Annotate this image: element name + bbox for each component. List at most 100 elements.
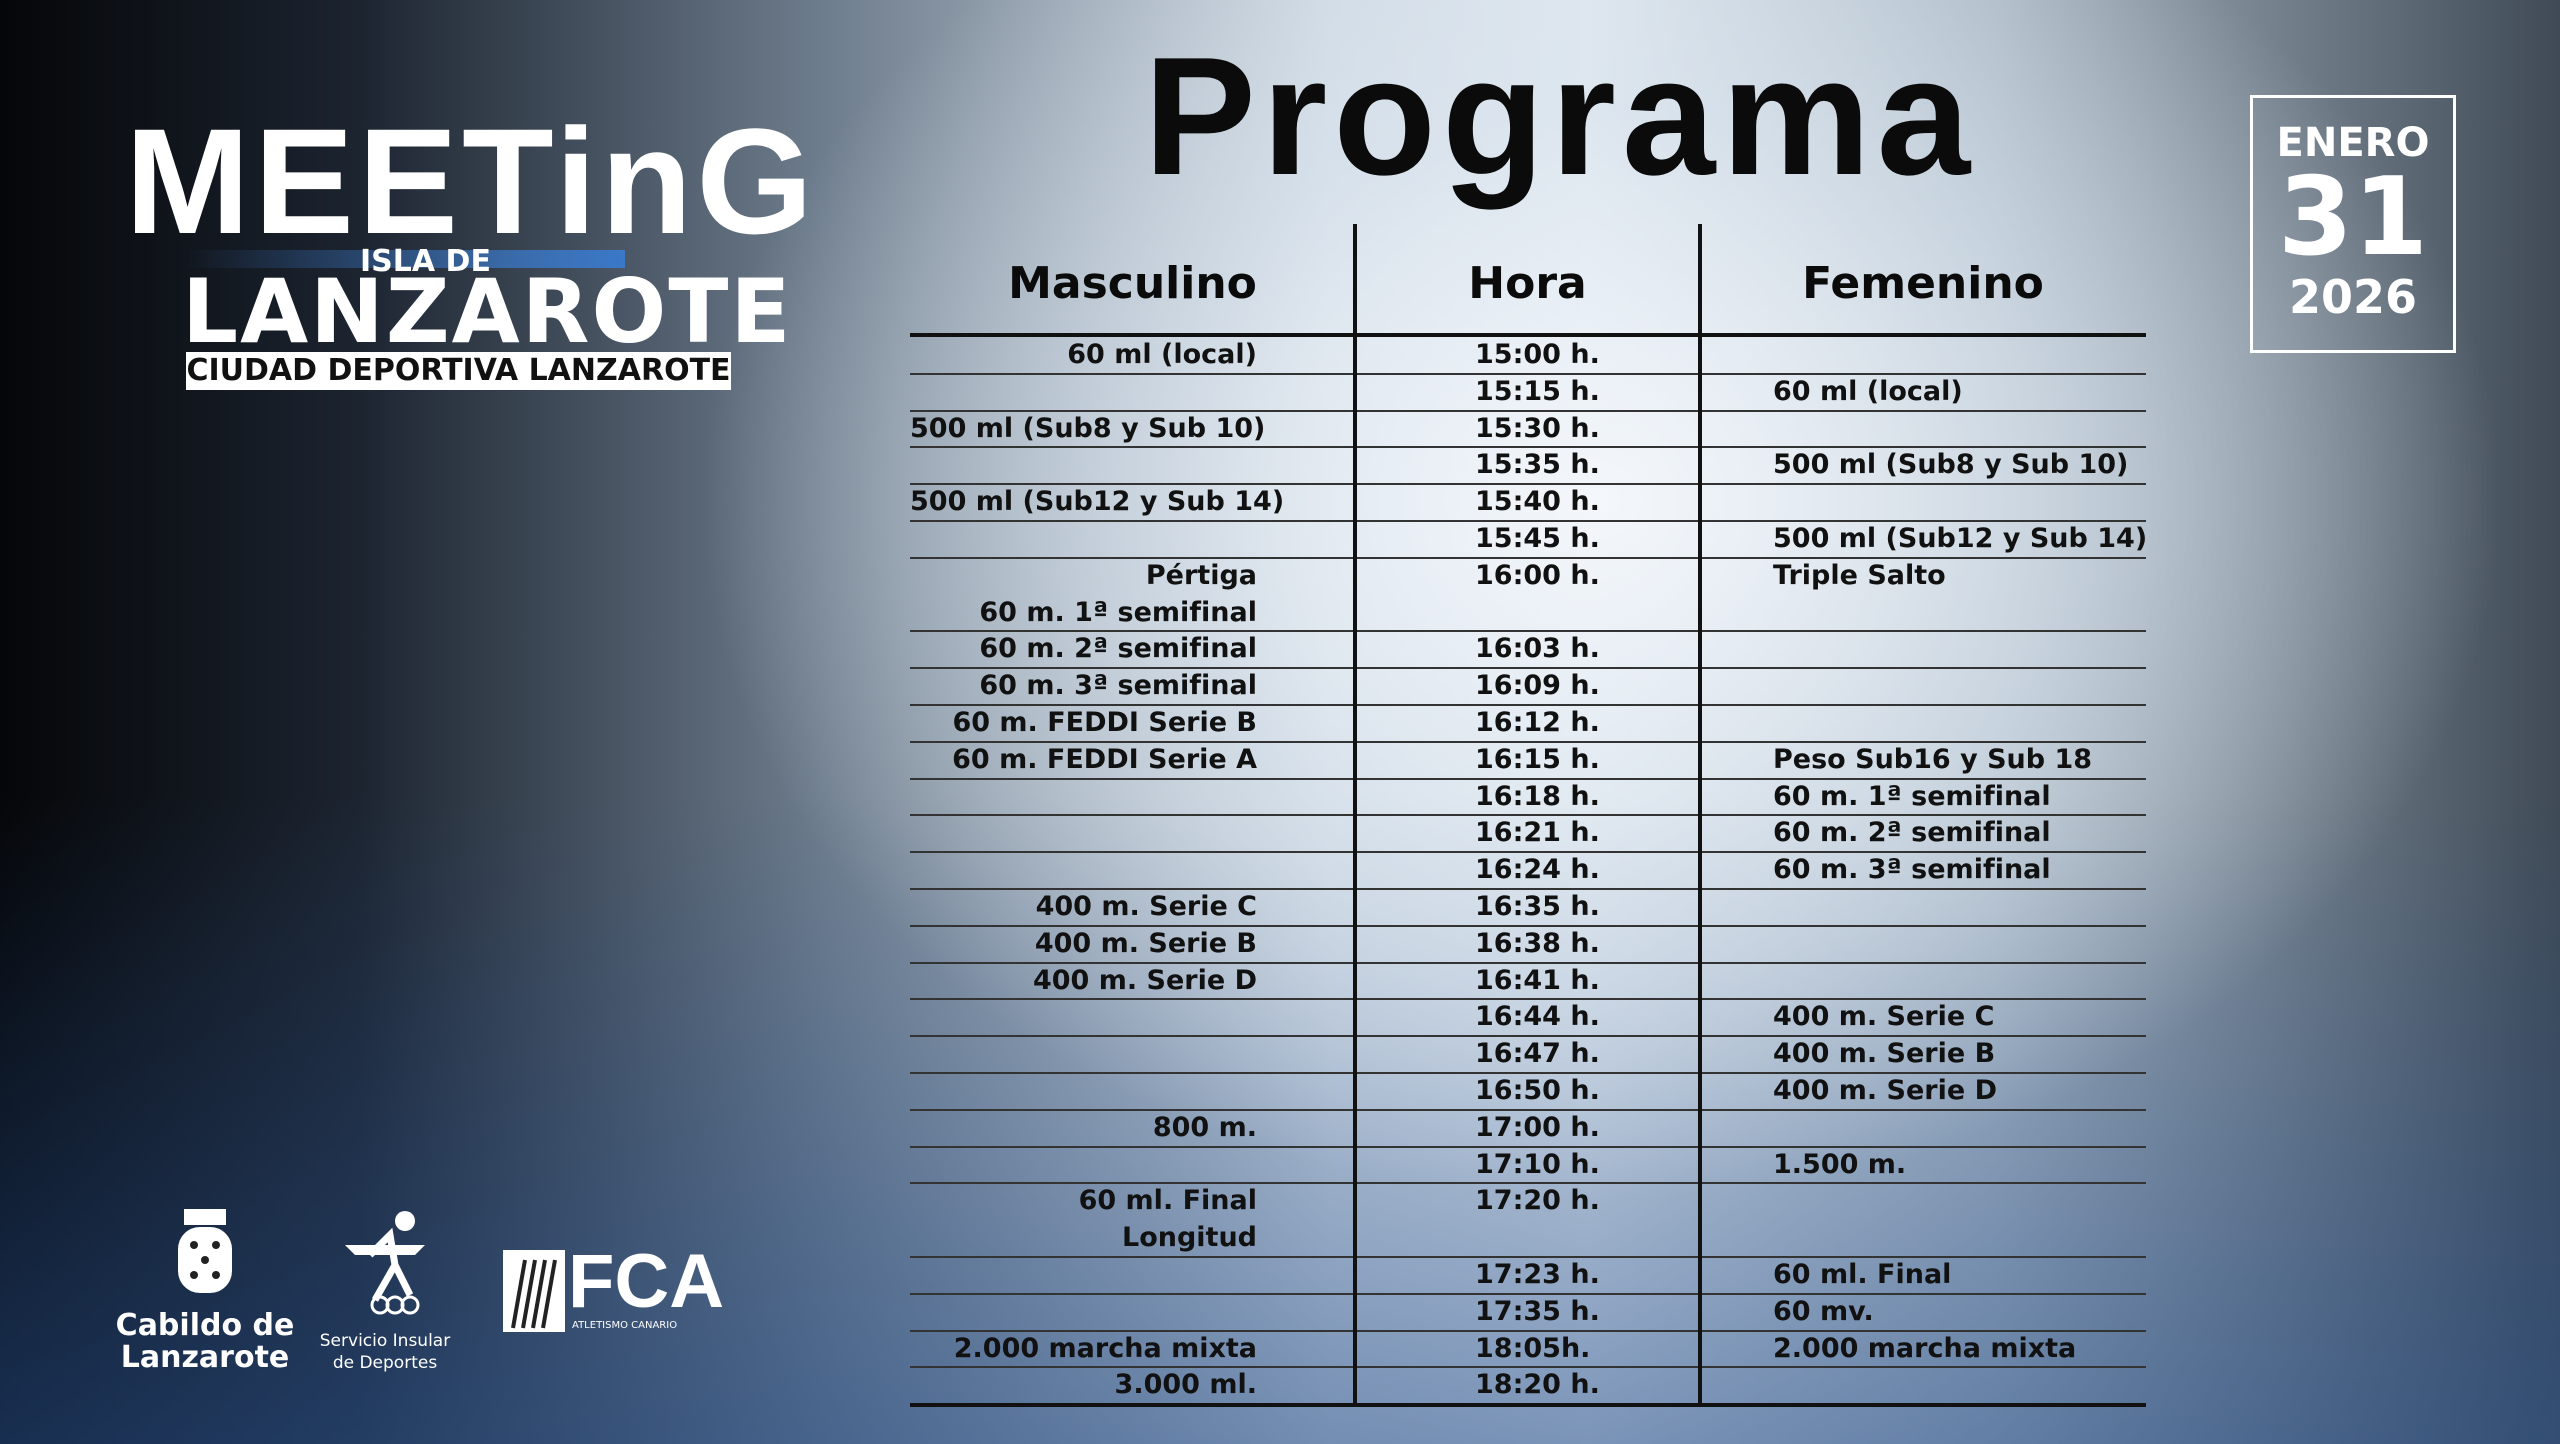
title: Programa: [1143, 22, 1977, 210]
row-rule: [910, 1256, 2146, 1258]
cabildo-shield: [178, 1209, 232, 1293]
date-month: ENERO: [2276, 120, 2430, 166]
hora-cell: 17:00 h.: [1475, 1111, 1600, 1143]
femenino-cell: 60 ml (local): [1773, 375, 1963, 407]
masculino-cell: 500 ml (Sub8 y Sub 10): [910, 412, 1266, 444]
hora-cell: 16:03 h.: [1475, 633, 1600, 665]
row-rule: [910, 630, 2146, 633]
row-rule: [910, 1292, 2146, 1295]
masculino-cell: 800 m.: [1152, 1111, 1257, 1143]
row-rule: [910, 851, 2146, 854]
femenino-cell: 400 m. Serie C: [1773, 1001, 1995, 1033]
hora-cell: 16:00 h.: [1475, 559, 1600, 591]
row-rule: [910, 740, 2146, 743]
servicio-logo: Servicio Insular de Deportes: [315, 1330, 455, 1374]
row-rule: [910, 1329, 2146, 1332]
row-rule: [910, 1182, 2146, 1185]
femenino-cell: Peso Sub16 y Sub 18: [1773, 743, 2093, 775]
logo-name: MEETinG: [125, 97, 817, 265]
row-rule: [910, 1145, 2146, 1148]
cabildo-line: Lanzarote: [120, 1340, 290, 1375]
masculino-cell: 60 m. FEDDI Serie B: [952, 707, 1257, 738]
row-rule: [910, 777, 2146, 780]
row-rule: [910, 1072, 2146, 1074]
row-rule: [910, 483, 2146, 486]
hora-cell: 15:35 h.: [1475, 449, 1600, 481]
femenino-cell: 60 m. 1ª semifinal: [1773, 780, 2051, 812]
fca-mark: [503, 1250, 565, 1332]
femenino-cell: 60 m. 3ª semifinal: [1773, 854, 2051, 886]
row-rule: [910, 924, 2146, 927]
row-rule: [910, 520, 2146, 522]
hora-cell: 15:45 h.: [1475, 523, 1600, 554]
masculino-cell: Pértiga: [1145, 559, 1257, 591]
logo-venue: CIUDAD DEPORTIVA LANZAROTE: [186, 352, 731, 390]
logo-place: LANZAROTE: [182, 260, 793, 363]
hora-cell: 16:50 h.: [1475, 1075, 1600, 1106]
row-rule: [910, 446, 2146, 449]
row-rule: [910, 1108, 2146, 1111]
column-header: Hora: [1468, 258, 1587, 309]
date-box: ENERO 31 2026: [2250, 95, 2456, 353]
cabildo-line: Cabildo de: [115, 1308, 295, 1343]
hora-cell: 18:05h.: [1475, 1332, 1591, 1364]
femenino-cell: 60 mv.: [1773, 1295, 1874, 1327]
hora-cell: 16:09 h.: [1475, 670, 1600, 702]
date-day: 31: [2277, 155, 2429, 280]
masculino-cell: 400 m. Serie D: [1032, 964, 1257, 996]
hora-cell: 17:10 h.: [1475, 1148, 1600, 1180]
masculino-cell: 60 ml. Final: [1078, 1185, 1257, 1217]
masculino-cell: 400 m. Serie C: [1035, 891, 1257, 922]
row-rule: [910, 961, 2146, 964]
femenino-cell: 1.500 m.: [1773, 1148, 1907, 1180]
hora-cell: 16:18 h.: [1475, 780, 1600, 812]
masculino-cell: Longitud: [1121, 1222, 1257, 1254]
row-rule: [910, 888, 2146, 890]
hora-cell: 17:23 h.: [1475, 1259, 1600, 1290]
hora-cell: 16:41 h.: [1475, 964, 1600, 996]
femenino-cell: 2.000 marcha mixta: [1773, 1332, 2077, 1364]
row-rule: [910, 409, 2146, 412]
hora-cell: 15:40 h.: [1475, 486, 1600, 518]
row-rule: [910, 814, 2146, 817]
femenino-cell: 60 m. 2ª semifinal: [1773, 817, 2051, 849]
hora-cell: 16:12 h.: [1475, 707, 1600, 738]
logo-subtitle: ISLA DE: [360, 244, 491, 279]
row-rule: [910, 556, 2146, 559]
femenino-cell: 400 m. Serie D: [1773, 1075, 1998, 1106]
hora-cell: 18:20 h.: [1475, 1369, 1600, 1401]
femenino-cell: Triple Salto: [1773, 559, 1946, 591]
column-header: Femenino: [1802, 258, 2044, 309]
hora-cell: 16:24 h.: [1475, 854, 1600, 886]
hora-cell: 17:35 h.: [1475, 1295, 1600, 1327]
row-rule: [910, 667, 2146, 670]
hora-cell: 16:15 h.: [1475, 743, 1600, 775]
hora-cell: 15:30 h.: [1475, 412, 1600, 444]
column-divider: [1353, 224, 1357, 1407]
fca-subtitle: ATLETISMO CANARIO: [572, 1320, 678, 1331]
servicio-line: de Deportes: [332, 1353, 438, 1373]
column-header: Masculino: [1008, 258, 1257, 309]
femenino-cell: 500 ml (Sub8 y Sub 10): [1773, 449, 2129, 481]
hora-cell: 15:15 h.: [1475, 375, 1600, 407]
logo-stripe: [185, 250, 625, 268]
hora-cell: 16:35 h.: [1475, 891, 1600, 922]
header-rule: [910, 333, 2146, 337]
cabildo-logo: Cabildo de Lanzarote: [110, 1310, 300, 1374]
hora-cell: 16:44 h.: [1475, 1001, 1600, 1033]
fca-logo: FCA: [568, 1239, 725, 1324]
date-year: 2026: [2288, 270, 2418, 324]
masculino-cell: 60 m. 3ª semifinal: [979, 670, 1257, 702]
row-rule: [910, 372, 2146, 375]
hora-cell: 16:21 h.: [1475, 817, 1600, 849]
femenino-cell: 60 ml. Final: [1773, 1259, 1952, 1290]
masculino-cell: 3.000 ml.: [1114, 1369, 1257, 1401]
femenino-cell: 400 m. Serie B: [1773, 1038, 1996, 1070]
servicio-emblem: [345, 1211, 425, 1315]
masculino-cell: 60 m. 1ª semifinal: [979, 596, 1257, 628]
masculino-cell: 2.000 marcha mixta: [953, 1332, 1257, 1364]
row-rule: [910, 1403, 2146, 1408]
row-rule: [910, 998, 2146, 1001]
femenino-cell: 500 ml (Sub12 y Sub 14): [1773, 523, 2148, 554]
